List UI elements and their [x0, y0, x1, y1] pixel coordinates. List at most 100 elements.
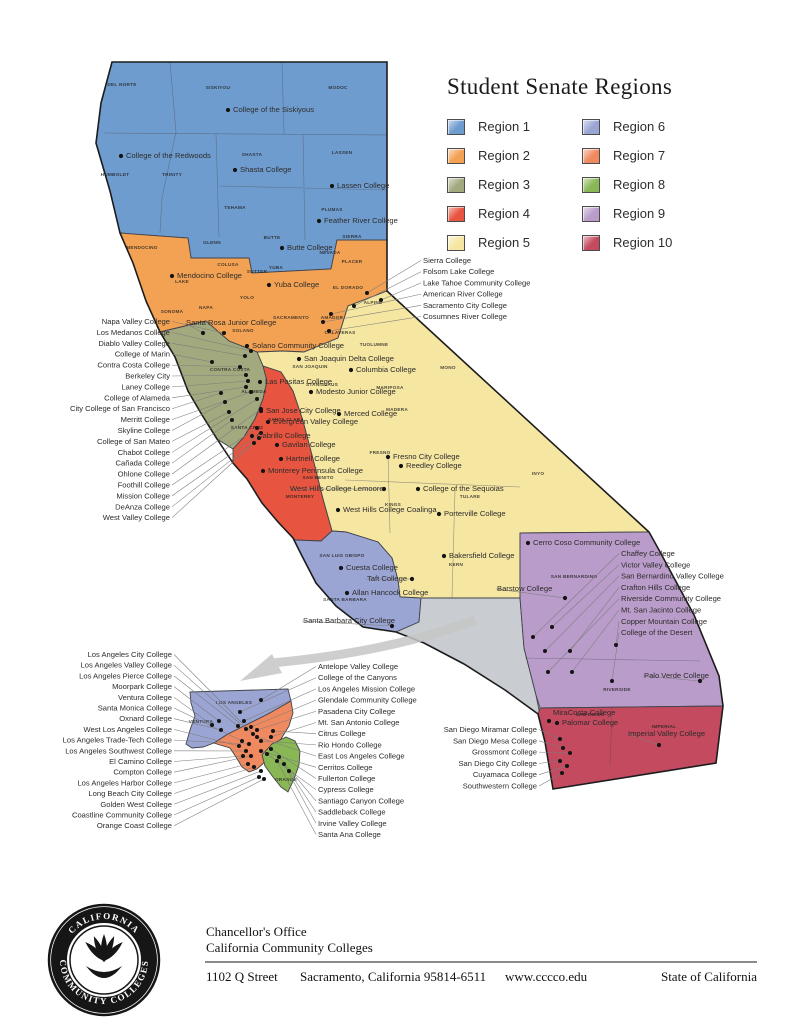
- legend-label: Region 5: [478, 235, 531, 250]
- college-label: Crafton Hills College: [621, 583, 690, 592]
- legend-swatch: [447, 118, 465, 135]
- county-label: MENDOCINO: [126, 245, 158, 250]
- leader-line: [538, 740, 564, 749]
- college-dot: [210, 723, 214, 727]
- college-dot: [243, 354, 247, 358]
- college-dot: [265, 419, 271, 425]
- leader-line: [276, 760, 317, 835]
- college-dot: [415, 486, 421, 492]
- college-label: West Los Angeles College: [83, 725, 172, 734]
- legend-item: Region 9: [582, 199, 672, 228]
- leader-line: [171, 374, 247, 377]
- college-label: Santa Monica College: [98, 704, 172, 713]
- county-label: LOS ANGELES: [216, 700, 252, 705]
- legend-label: Region 10: [613, 235, 673, 250]
- legend-title: Student Senate Regions: [447, 74, 673, 99]
- legend-item: Region 5: [447, 228, 530, 257]
- leader-line: [544, 575, 620, 652]
- footer-state: State of California: [660, 969, 757, 984]
- county-label: SACRAMENTO: [273, 315, 309, 320]
- college-label: Glendale Community College: [318, 696, 417, 705]
- college-dot: [329, 183, 335, 189]
- legend: Student Senate Regions Region 1 Region 2 R…: [447, 74, 727, 257]
- leader-line: [626, 733, 660, 746]
- leader-line: [173, 755, 252, 773]
- county-label: MARIPOSA: [376, 385, 404, 390]
- college-label: Cuyamaca College: [473, 770, 537, 779]
- college-dot: [227, 410, 231, 414]
- county-label: EL DORADO: [333, 285, 363, 290]
- college-label: Los Angeles City College: [88, 650, 172, 659]
- college-dot: [656, 742, 662, 748]
- college-label: Las Positas College: [265, 377, 332, 386]
- college-label: Los Angeles Pierce College: [79, 671, 172, 680]
- college-label: MiraCosta College: [553, 708, 615, 717]
- legend-item: Region 8: [582, 170, 672, 199]
- college-dot: [344, 590, 350, 596]
- college-dot: [244, 385, 248, 389]
- college-dot: [561, 746, 565, 750]
- legend-item: Region 6: [582, 112, 672, 141]
- leader-line: [173, 675, 239, 727]
- county-label: NEVADA: [320, 250, 341, 255]
- county-label: CONTRA COSTA: [210, 367, 251, 372]
- leader-line: [171, 398, 258, 453]
- college-dot: [265, 752, 269, 756]
- college-dot: [398, 463, 404, 469]
- leader-line: [173, 697, 213, 726]
- leader-line: [301, 620, 393, 627]
- college-dot: [259, 749, 263, 753]
- college-label: West Valley College: [103, 513, 170, 522]
- college-dot: [232, 167, 238, 173]
- college-dot: [255, 735, 259, 739]
- college-dot: [365, 291, 369, 295]
- college-label: College of Alameda: [104, 393, 171, 402]
- college-dot: [338, 565, 344, 571]
- college-label: Copper Mountain College: [621, 617, 707, 626]
- legend-label: Region 2: [478, 148, 531, 163]
- college-label: Butte College: [287, 243, 333, 252]
- college-label: Folsom Lake College: [423, 267, 494, 276]
- legend-swatch: [582, 205, 601, 222]
- college-dot: [562, 595, 568, 601]
- leader-line: [256, 736, 317, 757]
- college-label: Bakersfield College: [449, 551, 514, 560]
- college-label: Southwestern College: [463, 782, 537, 791]
- county-label: LASSEN: [332, 150, 353, 155]
- leader-line: [538, 751, 571, 754]
- legend-item: Region 7: [582, 141, 672, 170]
- county-label: STANISLAUS: [306, 382, 338, 387]
- leader-line: [330, 293, 422, 315]
- college-label: Sacramento City College: [423, 301, 507, 310]
- college-label: Contra Costa College: [97, 361, 170, 370]
- college-label: College of the Redwoods: [126, 151, 211, 160]
- college-label: East Los Angeles College: [318, 752, 405, 761]
- college-dot: [269, 735, 273, 739]
- leader-line: [171, 380, 249, 388]
- college-dot: [296, 356, 302, 362]
- college-dot: [257, 436, 261, 440]
- college-label: Compton College: [113, 768, 172, 777]
- college-dot: [568, 649, 572, 653]
- leader-line: [171, 437, 260, 508]
- county-label: TULARE: [460, 494, 481, 499]
- county-label: TEHAMA: [224, 205, 246, 210]
- college-label: College of the Sequoias: [423, 484, 504, 493]
- legend-swatch: [582, 118, 601, 135]
- college-dot: [260, 468, 266, 474]
- college-label: Fullerton College: [318, 774, 375, 783]
- legend-label: Region 1: [478, 119, 531, 134]
- county-label: TRINITY: [162, 172, 183, 177]
- college-label: DeAnza College: [115, 502, 170, 511]
- legend-item: Region 2: [447, 141, 530, 170]
- college-dot: [230, 418, 234, 422]
- college-dot: [287, 769, 291, 773]
- legend-swatch: [447, 147, 465, 164]
- footer-website: www.cccco.edu: [505, 969, 588, 984]
- college-label: Irvine Valley College: [318, 819, 387, 828]
- footer-address: 1102 Q Street: [206, 969, 278, 984]
- county-label: SAN BENITO: [302, 475, 333, 480]
- college-label: Chaffey College: [621, 549, 675, 558]
